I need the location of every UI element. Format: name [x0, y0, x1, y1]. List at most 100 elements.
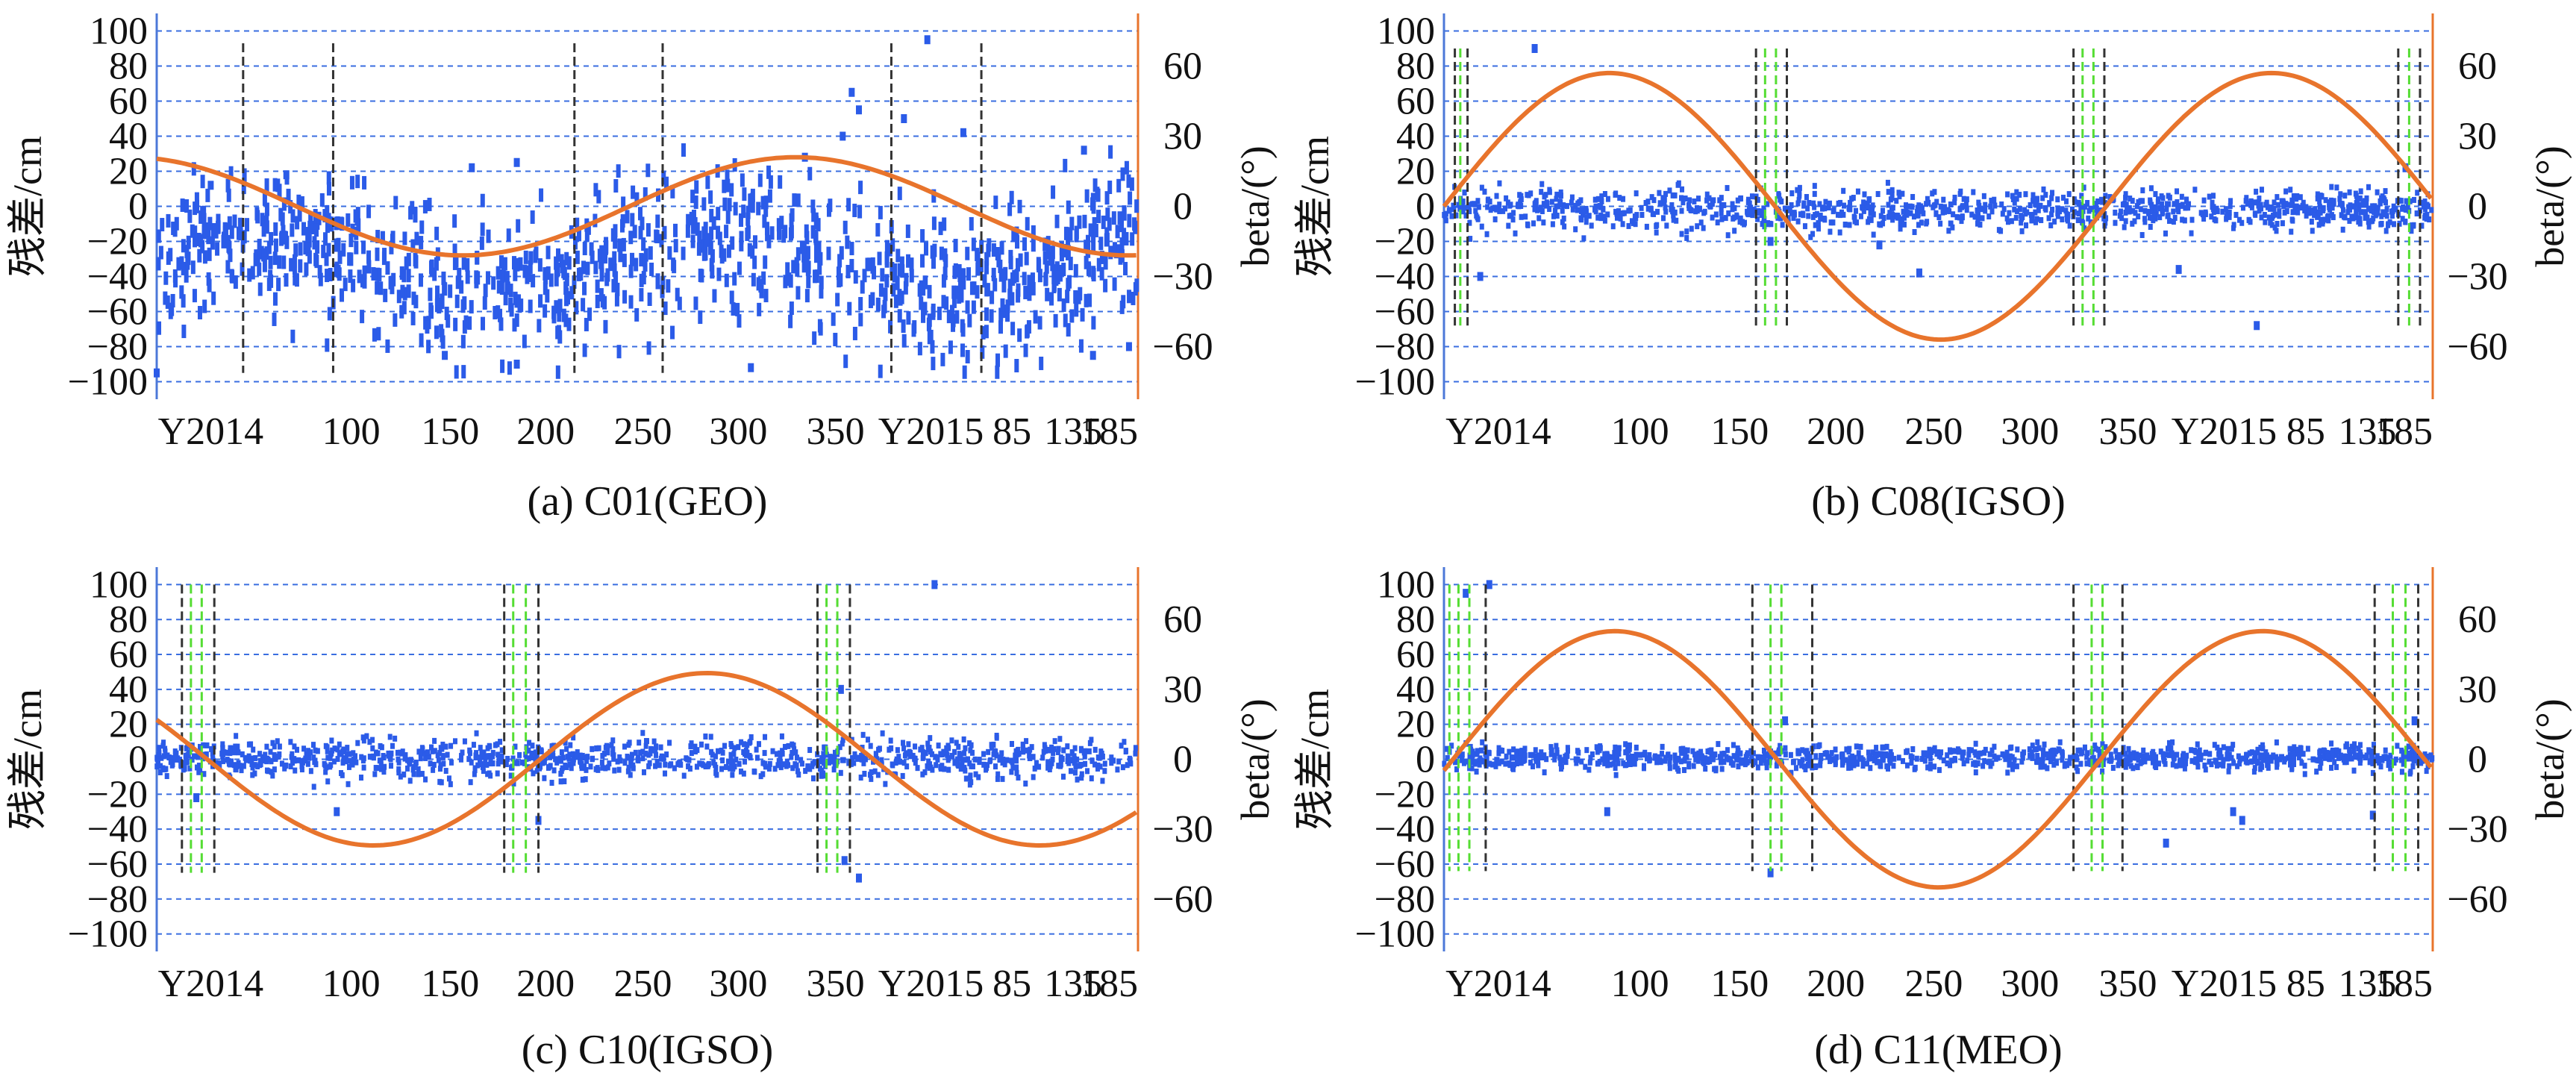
residual-point: [832, 749, 837, 756]
residual-point: [220, 745, 225, 751]
residual-point: [1693, 208, 1698, 215]
residual-point: [2256, 202, 2261, 209]
residual-point: [2312, 207, 2317, 214]
residual-point: [625, 754, 630, 760]
residual-point: [907, 753, 913, 760]
residual-point: [821, 754, 826, 760]
residual-point: [157, 750, 162, 757]
residual-point: [1550, 221, 1555, 228]
residual-point: [2304, 204, 2309, 210]
residual-point: [2197, 747, 2202, 754]
residual-point: [462, 320, 467, 334]
residual-point: [704, 743, 710, 750]
residual-point: [996, 254, 1001, 268]
residual-point: [538, 294, 543, 308]
residual-point: [1972, 760, 1978, 766]
residual-point: [1454, 766, 1460, 772]
residual-point: [739, 739, 744, 745]
residual-point: [1957, 190, 1963, 197]
residual-point: [257, 282, 263, 296]
residual-point: [446, 775, 451, 782]
residual-point: [2164, 751, 2169, 758]
residual-point: [2000, 210, 2005, 217]
residual-point: [1101, 215, 1106, 229]
residual-point: [2292, 204, 2298, 210]
residual-point: [634, 307, 640, 322]
residual-point: [584, 317, 589, 331]
residual-point: [466, 756, 472, 763]
residual-point: [1719, 202, 1724, 209]
residual-point: [479, 750, 484, 757]
residual-point: [1602, 191, 1607, 198]
residual-point: [1683, 196, 1688, 202]
residual-point: [1818, 762, 1823, 769]
residual-point: [1789, 769, 1794, 776]
residual-point: [381, 754, 387, 761]
residual-point: [2227, 209, 2232, 216]
residual-point: [1514, 752, 1519, 759]
residual-point: [1014, 769, 1019, 776]
residual-point: [1119, 742, 1124, 749]
residual-point: [518, 257, 523, 271]
residual-point: [1010, 759, 1015, 766]
residual-point: [1045, 287, 1050, 301]
residual-point: [1565, 745, 1570, 751]
residual-point: [498, 317, 504, 331]
residual-point: [1921, 750, 1926, 757]
residual-point: [1689, 207, 1694, 213]
x-tick-label: 300: [2001, 410, 2059, 453]
residual-point: [986, 243, 991, 257]
residual-point: [154, 763, 160, 770]
residual-point: [1731, 742, 1736, 748]
residual-point: [1552, 756, 1557, 763]
residual-point: [1584, 205, 1589, 212]
residual-point: [390, 742, 395, 749]
residual-point: [775, 762, 781, 769]
residual-point: [576, 228, 581, 242]
residual-point: [830, 758, 835, 765]
x-tick-label: 185: [2375, 963, 2433, 1005]
residual-point: [2253, 211, 2258, 218]
residual-point: [1904, 202, 1909, 209]
residual-point: [2207, 751, 2213, 757]
residual-point: [2247, 750, 2252, 757]
residual-point: [1969, 747, 1975, 754]
residual-point: [605, 749, 610, 756]
residual-point: [1534, 753, 1539, 760]
residual-point: [418, 755, 423, 762]
residual-point: [490, 749, 495, 756]
residual-point: [805, 246, 810, 260]
residual-point: [272, 312, 277, 326]
residual-point: [1092, 216, 1097, 231]
residual-point: [190, 756, 195, 763]
residual-point: [1679, 231, 1684, 237]
residual-point: [171, 221, 176, 235]
residual-point: [1823, 198, 1828, 205]
residual-outlier: [1125, 342, 1132, 351]
residual-point: [1668, 754, 1673, 761]
residual-points: [154, 580, 1138, 883]
residual-point: [1045, 764, 1051, 771]
residual-point: [222, 225, 228, 240]
residual-point: [1935, 749, 1940, 756]
residual-point: [600, 764, 605, 771]
residual-point: [1486, 750, 1492, 757]
residual-point: [2264, 199, 2269, 206]
residual-point: [2231, 760, 2236, 766]
residual-point: [2055, 213, 2060, 219]
residual-point: [850, 755, 855, 762]
residual-point: [1928, 755, 1933, 762]
residual-point: [1587, 759, 1592, 766]
residual-point: [673, 223, 678, 237]
residual-point: [465, 270, 470, 284]
residual-point: [234, 763, 239, 770]
residual-point: [548, 273, 554, 287]
residual-point: [1005, 299, 1010, 313]
residual-point: [355, 739, 360, 746]
residual-point: [454, 294, 460, 308]
residual-point: [1519, 213, 1524, 220]
residual-point: [869, 775, 874, 782]
residual-point: [821, 751, 826, 757]
residual-point: [323, 742, 328, 749]
residual-point: [722, 179, 727, 193]
